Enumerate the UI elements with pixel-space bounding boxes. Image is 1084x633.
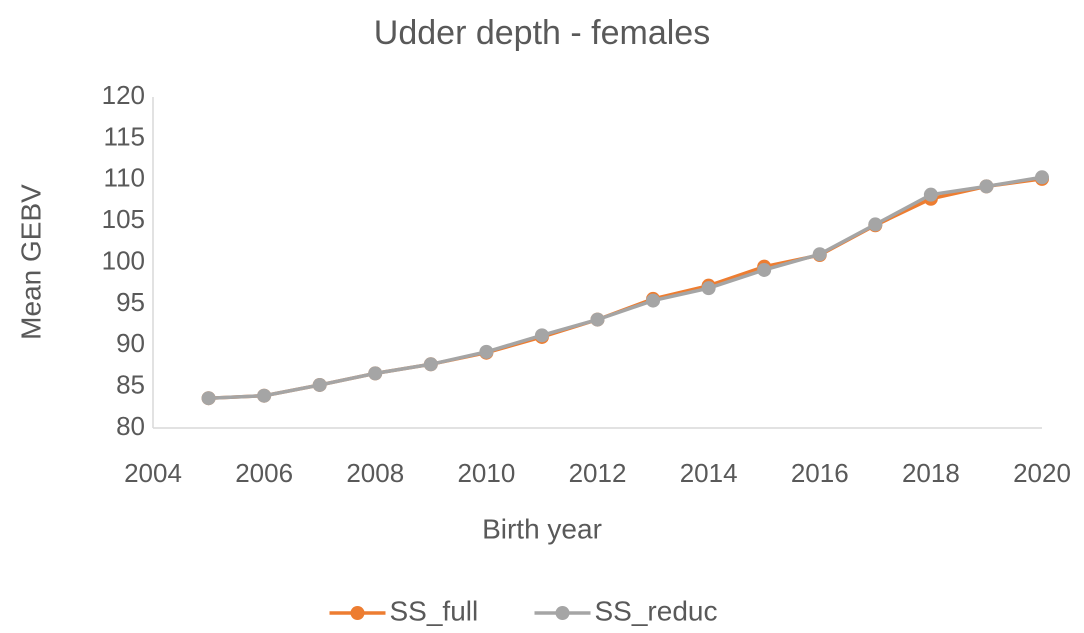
legend-label: SS_reduc bbox=[595, 595, 718, 626]
x-tick-label: 2008 bbox=[346, 458, 404, 488]
point bbox=[534, 328, 549, 343]
point bbox=[423, 357, 438, 372]
y-tick-label: 100 bbox=[102, 245, 145, 275]
chart-title: Udder depth - females bbox=[374, 14, 710, 52]
point bbox=[257, 388, 272, 403]
legend-item: SS_full bbox=[329, 595, 479, 626]
y-tick-label: 95 bbox=[116, 287, 145, 317]
legend-marker bbox=[555, 606, 570, 620]
x-tick-label: 2018 bbox=[902, 458, 960, 488]
x-tick-label: 2014 bbox=[680, 458, 738, 488]
series-line bbox=[208, 175, 1043, 400]
point bbox=[812, 247, 827, 262]
x-tick-label: 2016 bbox=[791, 458, 849, 488]
y-tick-label: 110 bbox=[104, 163, 145, 193]
legend-label: SS_full bbox=[390, 595, 479, 626]
y-tick-label: 105 bbox=[102, 204, 145, 234]
x-tick-label: 2010 bbox=[457, 458, 515, 488]
point bbox=[701, 281, 716, 296]
series-line bbox=[208, 177, 1043, 400]
point bbox=[646, 293, 661, 308]
x-tick-label: 2006 bbox=[235, 458, 293, 488]
legend-item: SS_reduc bbox=[534, 595, 718, 626]
y-tick-label: 115 bbox=[104, 121, 145, 151]
x-tick-label: 2012 bbox=[569, 458, 627, 488]
point bbox=[590, 312, 605, 327]
x-tick-label: 2020 bbox=[1013, 458, 1071, 488]
point bbox=[868, 217, 883, 232]
x-axis-label: Birth year bbox=[482, 513, 602, 544]
y-tick-label: 80 bbox=[116, 411, 145, 441]
y-tick-label: 90 bbox=[116, 328, 145, 358]
point bbox=[479, 344, 494, 359]
point bbox=[368, 366, 383, 381]
y-tick-label: 120 bbox=[102, 80, 145, 110]
x-tick-label: 2004 bbox=[124, 458, 182, 488]
y-axis-label: Mean GEBV bbox=[15, 184, 46, 340]
point bbox=[1035, 170, 1049, 185]
point bbox=[201, 391, 216, 406]
legend-marker bbox=[350, 606, 365, 620]
point bbox=[923, 187, 938, 202]
point bbox=[979, 179, 994, 194]
y-tick-label: 85 bbox=[116, 370, 145, 400]
point bbox=[757, 262, 772, 277]
point bbox=[312, 377, 327, 392]
